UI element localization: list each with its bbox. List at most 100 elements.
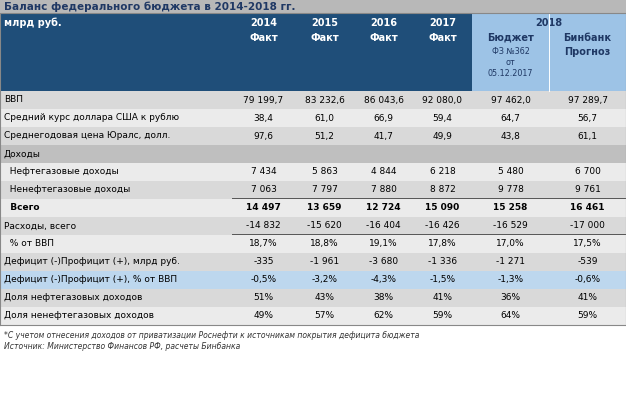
Text: -16 426: -16 426 bbox=[425, 221, 460, 230]
Text: 43,8: 43,8 bbox=[501, 131, 520, 140]
Text: Факт: Факт bbox=[428, 33, 457, 43]
FancyBboxPatch shape bbox=[0, 217, 626, 235]
Text: -16 404: -16 404 bbox=[366, 221, 401, 230]
Text: 38,4: 38,4 bbox=[254, 113, 274, 122]
FancyBboxPatch shape bbox=[472, 14, 626, 92]
Text: 9 778: 9 778 bbox=[498, 185, 523, 194]
Text: 2017: 2017 bbox=[429, 18, 456, 28]
Text: 4 844: 4 844 bbox=[371, 167, 396, 176]
Text: 15 258: 15 258 bbox=[493, 203, 528, 212]
Text: 12 724: 12 724 bbox=[366, 203, 401, 212]
Text: 8 872: 8 872 bbox=[429, 185, 455, 194]
FancyBboxPatch shape bbox=[0, 92, 626, 110]
Text: 56,7: 56,7 bbox=[578, 113, 597, 122]
Text: 7 063: 7 063 bbox=[250, 185, 277, 194]
Text: 49,9: 49,9 bbox=[433, 131, 453, 140]
Text: 97 289,7: 97 289,7 bbox=[568, 95, 607, 104]
Text: 7 880: 7 880 bbox=[371, 185, 396, 194]
Text: -0,6%: -0,6% bbox=[575, 275, 600, 284]
Text: Дефицит (-)Профицит (+), % от ВВП: Дефицит (-)Профицит (+), % от ВВП bbox=[4, 275, 177, 284]
Text: 19,1%: 19,1% bbox=[369, 239, 398, 248]
Text: 43%: 43% bbox=[314, 293, 334, 302]
Text: 86 043,6: 86 043,6 bbox=[364, 95, 404, 104]
FancyBboxPatch shape bbox=[0, 146, 626, 164]
Text: 97 462,0: 97 462,0 bbox=[491, 95, 530, 104]
Text: Баланс федерального бюджета в 2014-2018 гг.: Баланс федерального бюджета в 2014-2018 … bbox=[4, 2, 295, 12]
Text: 2014: 2014 bbox=[250, 18, 277, 28]
Text: -16 529: -16 529 bbox=[493, 221, 528, 230]
Text: Ненефтегазовые доходы: Ненефтегазовые доходы bbox=[4, 185, 130, 194]
Text: Всего: Всего bbox=[4, 203, 39, 212]
FancyBboxPatch shape bbox=[0, 14, 472, 92]
Text: 66,9: 66,9 bbox=[374, 113, 394, 122]
Text: 2016: 2016 bbox=[370, 18, 397, 28]
Text: 17,8%: 17,8% bbox=[428, 239, 457, 248]
Text: 9 761: 9 761 bbox=[575, 185, 600, 194]
Text: Средний курс доллара США к рублю: Средний курс доллара США к рублю bbox=[4, 113, 179, 122]
Text: ВВП: ВВП bbox=[4, 95, 23, 104]
Text: -15 620: -15 620 bbox=[307, 221, 342, 230]
Text: -0,5%: -0,5% bbox=[250, 275, 277, 284]
Text: Бюджет: Бюджет bbox=[487, 33, 534, 43]
FancyBboxPatch shape bbox=[0, 271, 626, 289]
Text: Нефтегазовые доходы: Нефтегазовые доходы bbox=[4, 167, 118, 176]
Text: 14 497: 14 497 bbox=[246, 203, 281, 212]
Text: 51,2: 51,2 bbox=[314, 131, 334, 140]
Text: 92 080,0: 92 080,0 bbox=[423, 95, 463, 104]
Text: 6 700: 6 700 bbox=[575, 167, 600, 176]
Text: -1 336: -1 336 bbox=[428, 257, 457, 266]
Text: Доля нефтегазовых доходов: Доля нефтегазовых доходов bbox=[4, 293, 142, 302]
Text: 7 797: 7 797 bbox=[312, 185, 337, 194]
Text: Доходы: Доходы bbox=[4, 149, 41, 158]
Text: 61,0: 61,0 bbox=[314, 113, 334, 122]
Text: Среднегодовая цена Юралс, долл.: Среднегодовая цена Юралс, долл. bbox=[4, 131, 170, 140]
Text: 59,4: 59,4 bbox=[433, 113, 453, 122]
Text: 62%: 62% bbox=[374, 311, 394, 320]
Text: -3 680: -3 680 bbox=[369, 257, 398, 266]
Text: -1,5%: -1,5% bbox=[429, 275, 456, 284]
Text: -4,3%: -4,3% bbox=[371, 275, 396, 284]
FancyBboxPatch shape bbox=[0, 110, 626, 128]
Text: Бинбанк: Бинбанк bbox=[563, 33, 612, 43]
Text: 83 232,6: 83 232,6 bbox=[305, 95, 344, 104]
Text: 41%: 41% bbox=[578, 293, 597, 302]
Text: -3,2%: -3,2% bbox=[312, 275, 337, 284]
Text: 97,6: 97,6 bbox=[254, 131, 274, 140]
FancyBboxPatch shape bbox=[0, 128, 626, 146]
Text: 2015: 2015 bbox=[311, 18, 338, 28]
FancyBboxPatch shape bbox=[0, 253, 626, 271]
FancyBboxPatch shape bbox=[0, 289, 626, 307]
Text: -17 000: -17 000 bbox=[570, 221, 605, 230]
Text: 79 199,7: 79 199,7 bbox=[244, 95, 284, 104]
Text: Факт: Факт bbox=[369, 33, 398, 43]
FancyBboxPatch shape bbox=[0, 182, 626, 200]
Text: 6 218: 6 218 bbox=[429, 167, 455, 176]
Text: Доля ненефтегазовых доходов: Доля ненефтегазовых доходов bbox=[4, 311, 154, 320]
Text: 51%: 51% bbox=[254, 293, 274, 302]
Text: Факт: Факт bbox=[310, 33, 339, 43]
Text: Расходы, всего: Расходы, всего bbox=[4, 221, 76, 230]
Text: -1,3%: -1,3% bbox=[498, 275, 523, 284]
Text: -335: -335 bbox=[254, 257, 274, 266]
FancyBboxPatch shape bbox=[0, 0, 626, 14]
Text: Прогноз: Прогноз bbox=[565, 47, 610, 57]
Text: 18,8%: 18,8% bbox=[310, 239, 339, 248]
Text: ФЗ №362
от
05.12.2017: ФЗ №362 от 05.12.2017 bbox=[488, 47, 533, 78]
Text: 41%: 41% bbox=[433, 293, 453, 302]
Text: 18,7%: 18,7% bbox=[249, 239, 278, 248]
Text: млрд руб.: млрд руб. bbox=[4, 18, 61, 28]
Text: Источник: Министерство Финансов РФ, расчеты Бинбанка: Источник: Министерство Финансов РФ, расч… bbox=[4, 341, 240, 350]
Text: 5 480: 5 480 bbox=[498, 167, 523, 176]
Text: 57%: 57% bbox=[314, 311, 334, 320]
Text: -1 961: -1 961 bbox=[310, 257, 339, 266]
Text: 64%: 64% bbox=[501, 311, 520, 320]
Text: % от ВВП: % от ВВП bbox=[4, 239, 54, 248]
Text: *С учетом отнесения доходов от приватизации Роснефти к источникам покрытия дефиц: *С учетом отнесения доходов от приватиза… bbox=[4, 330, 419, 339]
Text: 59%: 59% bbox=[577, 311, 598, 320]
Text: 7 434: 7 434 bbox=[250, 167, 276, 176]
Text: 49%: 49% bbox=[254, 311, 274, 320]
Text: Дефицит (-)Профицит (+), млрд руб.: Дефицит (-)Профицит (+), млрд руб. bbox=[4, 257, 180, 266]
Text: 17,0%: 17,0% bbox=[496, 239, 525, 248]
Text: 13 659: 13 659 bbox=[307, 203, 342, 212]
FancyBboxPatch shape bbox=[0, 307, 626, 325]
